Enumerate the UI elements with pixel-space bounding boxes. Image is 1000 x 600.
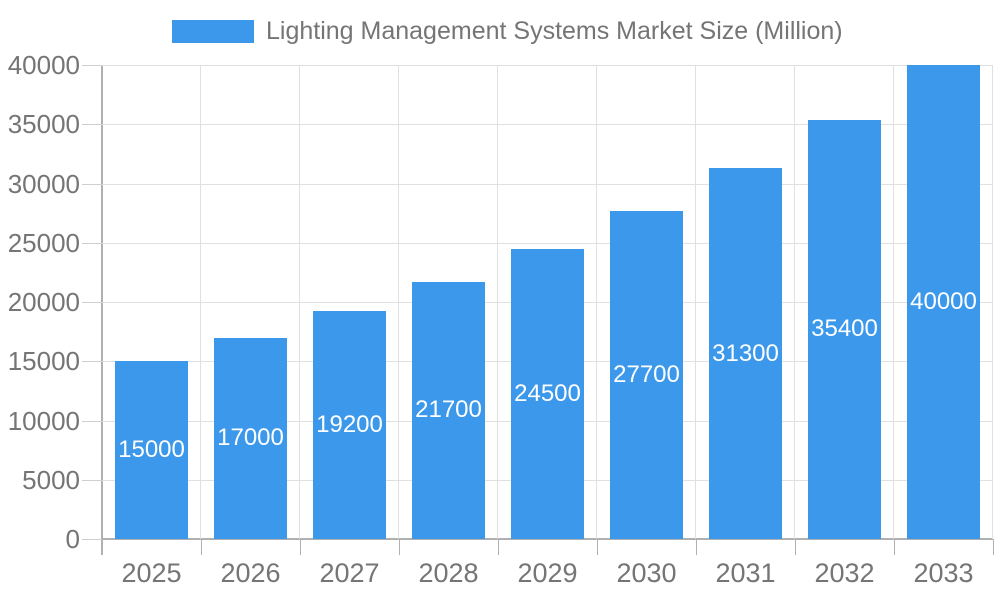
- gridline-horizontal: [102, 183, 993, 185]
- x-axis-tick: [102, 539, 103, 555]
- gridline-vertical: [497, 65, 498, 539]
- x-axis-tick: [894, 539, 895, 555]
- bar-2033[interactable]: 40000: [907, 65, 980, 539]
- x-axis-tick-label: 2028: [418, 558, 479, 588]
- x-axis-tick-label: 2025: [121, 558, 182, 588]
- y-axis-tick-label: 40000: [7, 50, 80, 80]
- gridline-vertical: [596, 65, 597, 539]
- y-axis-tick-label: 15000: [7, 346, 80, 377]
- bar-value-label: 19200: [316, 411, 383, 439]
- gridline-vertical: [299, 65, 300, 539]
- bar-2030[interactable]: 27700: [610, 210, 683, 539]
- y-axis-tick-label: 25000: [7, 227, 80, 258]
- x-axis-tick-label: 2032: [814, 558, 875, 588]
- x-axis-tick-label: 2033: [913, 558, 974, 588]
- x-axis-tick: [399, 539, 400, 555]
- legend-item[interactable]: Lighting Management Systems Market Size …: [172, 17, 843, 45]
- plot-area: 15000 17000 19200 21700 24500 27700 31300 35400…: [102, 65, 993, 539]
- y-axis-tick: [82, 479, 102, 481]
- y-axis-tick-label: 35000: [7, 109, 80, 140]
- x-axis-tick: [597, 539, 598, 555]
- x-axis-tick: [300, 539, 301, 555]
- y-axis-tick: [82, 124, 102, 126]
- gridline-vertical: [794, 65, 795, 539]
- y-axis-tick-label: 30000: [7, 168, 80, 199]
- x-axis-tick: [201, 539, 202, 555]
- gridline-vertical: [200, 65, 201, 539]
- gridline-vertical: [695, 65, 696, 539]
- legend-swatch: [172, 19, 254, 43]
- bar-2028[interactable]: 21700: [412, 281, 485, 539]
- bar-2027[interactable]: 19200: [313, 311, 386, 539]
- legend-label: Lighting Management Systems Market Size …: [266, 16, 843, 45]
- bar-value-label: 15000: [118, 436, 185, 464]
- bar-value-label: 40000: [910, 288, 977, 315]
- bar-value-label: 17000: [217, 424, 284, 452]
- y-axis-tick-label: 20000: [7, 287, 80, 317]
- x-axis-tick-label: 2029: [517, 558, 578, 588]
- bar-2032[interactable]: 35400: [808, 119, 881, 539]
- y-axis-tick: [82, 242, 102, 244]
- y-axis-tick: [82, 361, 102, 363]
- y-axis-tick-label: 5000: [22, 464, 80, 495]
- gridline-vertical: [398, 65, 399, 539]
- bar-2025[interactable]: 15000: [115, 361, 188, 539]
- x-axis-tick: [795, 539, 796, 555]
- bar-value-label: 35400: [811, 315, 878, 343]
- y-axis-tick-label: 10000: [7, 405, 80, 436]
- gridline-horizontal: [102, 65, 993, 66]
- bar-2029[interactable]: 24500: [511, 248, 584, 539]
- x-axis-line: [102, 538, 993, 540]
- x-axis-tick-label: 2031: [715, 558, 776, 588]
- bar-value-label: 27700: [613, 360, 680, 388]
- y-axis-tick: [82, 65, 102, 66]
- bar-2031[interactable]: 31300: [709, 168, 782, 539]
- x-axis-tick: [696, 539, 697, 555]
- x-axis-tick-label: 2030: [616, 558, 677, 588]
- bar-value-label: 21700: [415, 396, 482, 424]
- y-axis-line: [101, 65, 103, 555]
- y-axis-tick: [82, 183, 102, 185]
- gridline-horizontal: [102, 242, 993, 244]
- gridline-vertical: [893, 65, 894, 539]
- x-axis-tick: [993, 539, 994, 555]
- bar-2026[interactable]: 17000: [214, 337, 287, 539]
- bar-value-label: 24500: [514, 379, 581, 407]
- x-axis-tick-label: 2027: [319, 558, 380, 588]
- gridline-horizontal: [102, 124, 993, 126]
- y-axis-tick: [82, 420, 102, 422]
- x-axis-tick-label: 2026: [220, 558, 281, 588]
- x-axis-tick: [498, 539, 499, 555]
- y-axis-tick: [82, 302, 102, 303]
- y-axis-tick-label: 0: [65, 524, 80, 554]
- y-axis-tick: [82, 539, 102, 540]
- gridline-vertical: [992, 65, 993, 539]
- bar-value-label: 31300: [712, 339, 779, 367]
